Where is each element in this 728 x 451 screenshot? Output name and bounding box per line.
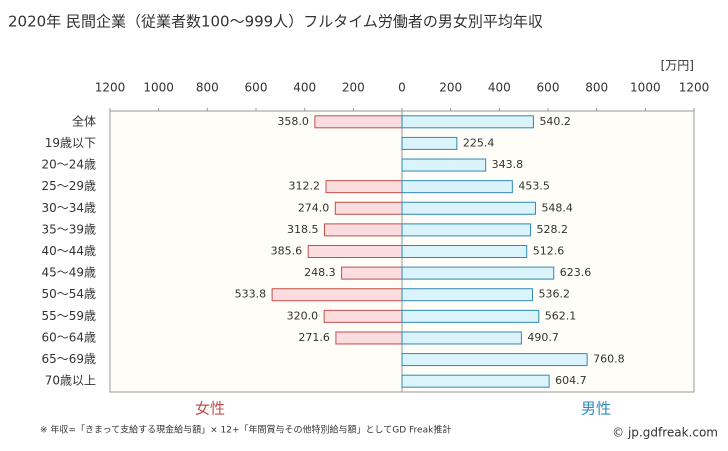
x-tick-label: 1000 — [143, 81, 174, 95]
bar — [401, 245, 528, 258]
value-label: 453.5 — [518, 180, 550, 193]
value-label: 533.8 — [235, 288, 267, 301]
x-tick-label: 1000 — [630, 81, 661, 95]
x-tick-label: 800 — [585, 81, 608, 95]
chart-title: 2020年 民間企業（従業者数100〜999人）フルタイム労働者の男女別平均年収 — [8, 13, 543, 31]
value-label: 318.5 — [287, 223, 319, 236]
y-tick-label: 70歳以上 — [45, 374, 96, 388]
y-tick-label: 65〜69歳 — [41, 352, 96, 366]
bar — [325, 180, 403, 194]
y-tick-label: 25〜29歳 — [41, 179, 96, 193]
y-tick-label: 45〜49歳 — [41, 266, 96, 280]
value-label: 540.2 — [539, 115, 571, 128]
bar — [401, 331, 522, 345]
x-tick-label: 0 — [398, 81, 406, 95]
bar — [323, 309, 403, 323]
bar — [323, 223, 403, 237]
bar — [401, 374, 550, 388]
bar — [401, 115, 534, 129]
bar — [401, 158, 487, 172]
y-tick-label: 60〜64歳 — [41, 330, 96, 344]
bar — [334, 201, 403, 215]
value-label: 343.8 — [492, 158, 523, 171]
y-tick-label: 40〜44歳 — [41, 244, 96, 258]
y-tick-label: 全体 — [72, 113, 96, 128]
value-label: 248.3 — [304, 266, 336, 279]
unit-label: [万円] — [661, 59, 694, 73]
value-label: 536.2 — [538, 288, 570, 301]
bar — [401, 266, 555, 280]
y-tick-label: 55〜59歳 — [41, 309, 96, 323]
bar — [401, 201, 536, 215]
value-label: 385.6 — [271, 245, 303, 258]
x-tick-label: 800 — [196, 81, 219, 95]
y-tick-label: 30〜34歳 — [41, 201, 96, 215]
value-label: 604.7 — [555, 374, 587, 387]
bar — [307, 245, 403, 258]
value-label: 274.0 — [298, 201, 330, 214]
legend-label: 女性 — [195, 400, 225, 418]
bar — [401, 353, 588, 367]
bar — [401, 223, 532, 237]
value-label: 490.7 — [527, 331, 559, 344]
value-label: 225.4 — [463, 136, 495, 149]
value-label: 512.6 — [533, 245, 565, 258]
value-label: 312.2 — [289, 180, 321, 193]
x-tick-label: 1200 — [95, 81, 126, 95]
value-label: 623.6 — [560, 266, 592, 279]
bar — [271, 288, 403, 302]
bar — [401, 288, 533, 302]
x-tick-label: 600 — [537, 81, 560, 95]
footnote: ※ 年収=「きまって支給する現金給与額」× 12+「年間賞与その他特別給与額」と… — [40, 424, 451, 436]
bar — [314, 115, 403, 129]
bar — [401, 136, 458, 150]
y-tick-label: 50〜54歳 — [41, 287, 96, 301]
x-tick-label: 400 — [293, 81, 316, 95]
x-tick-label: 200 — [342, 81, 365, 95]
value-label: 562.1 — [545, 309, 577, 322]
x-tick-label: 1200 — [679, 81, 710, 95]
x-tick-label: 200 — [439, 81, 462, 95]
x-tick-label: 600 — [245, 81, 268, 95]
value-label: 528.2 — [537, 223, 569, 236]
bar — [401, 309, 540, 323]
value-label: 760.8 — [593, 353, 625, 366]
y-tick-label: 20〜24歳 — [41, 158, 96, 172]
x-tick-label: 400 — [488, 81, 511, 95]
bar — [401, 180, 513, 194]
value-label: 548.4 — [541, 201, 573, 214]
value-label: 320.0 — [287, 309, 319, 322]
bar — [335, 331, 403, 345]
legend-label: 男性 — [581, 400, 611, 418]
y-tick-label: 19歳以下 — [45, 136, 96, 150]
bar — [341, 266, 403, 280]
value-label: 358.0 — [277, 115, 309, 128]
credit: © jp.gdfreak.com — [612, 426, 718, 440]
value-label: 271.6 — [298, 331, 330, 344]
y-tick-label: 35〜39歳 — [41, 222, 96, 236]
